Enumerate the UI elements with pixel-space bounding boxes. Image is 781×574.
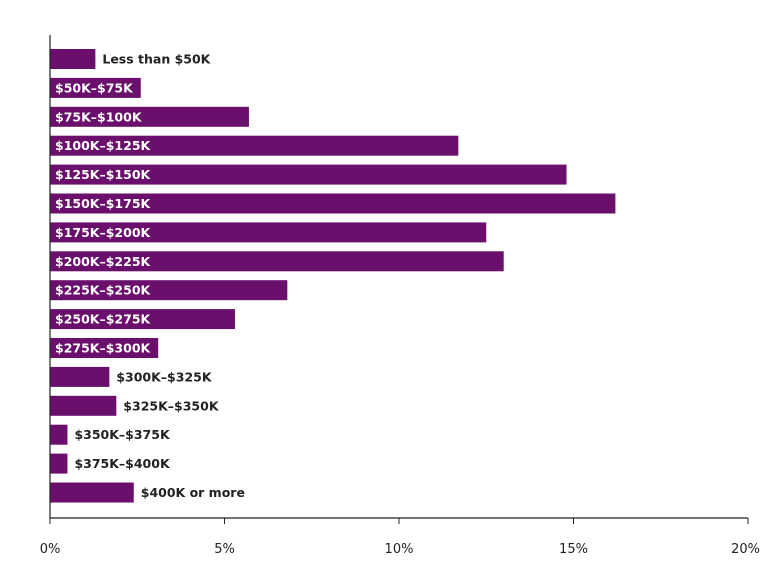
- bar-category-label: Less than $50K: [102, 52, 211, 67]
- bar-category-label: $100K–$125K: [55, 138, 152, 153]
- bar-category-label: $275K–$300K: [55, 341, 152, 356]
- bar: [50, 49, 96, 69]
- x-ticks-layer: 0% 5% 10% 15% 20%: [40, 518, 760, 557]
- bar-category-label: $200K–$225K: [55, 254, 152, 269]
- bar: [50, 453, 68, 474]
- bar-category-label: $75K–$100K: [55, 109, 143, 124]
- bar-category-label: $125K–$150K: [55, 167, 152, 182]
- bar: [50, 309, 235, 330]
- bar: [50, 366, 110, 387]
- bar: [50, 424, 68, 445]
- bar: [50, 482, 134, 503]
- bar-category-label: $375K–$400K: [74, 456, 171, 471]
- bar-category-label: $250K–$275K: [55, 312, 152, 327]
- bar-category-label: $325K–$350K: [123, 398, 220, 413]
- bar-category-label: $150K–$175K: [55, 196, 152, 211]
- x-tick-label: 10%: [385, 542, 414, 557]
- x-tick-label: 5%: [214, 542, 235, 557]
- bar-category-label: $400K or more: [141, 485, 245, 500]
- bar: [50, 135, 459, 156]
- x-tick-label: 20%: [731, 542, 760, 557]
- bar-category-label: $175K–$200K: [55, 225, 152, 240]
- bar-labels-layer: Less than $50K $50K–$75K $75K–$100K $100K–$…: [55, 52, 245, 501]
- bar: [50, 164, 567, 185]
- bar-category-label: $225K–$250K: [55, 283, 152, 298]
- bar: [50, 338, 159, 358]
- bar-category-label: $350K–$375K: [74, 427, 171, 442]
- bar: [50, 193, 616, 214]
- bar-category-label: $300K–$325K: [116, 369, 213, 384]
- bar: [50, 280, 288, 301]
- bar: [50, 222, 487, 243]
- bar: [50, 395, 117, 416]
- bar: [50, 251, 504, 272]
- x-tick-label: 15%: [559, 542, 588, 557]
- x-tick-label: 0%: [40, 542, 61, 557]
- bar: [50, 77, 141, 98]
- bar-category-label: $50K–$75K: [55, 80, 134, 95]
- bars-layer: [50, 49, 616, 503]
- bar: [50, 106, 249, 127]
